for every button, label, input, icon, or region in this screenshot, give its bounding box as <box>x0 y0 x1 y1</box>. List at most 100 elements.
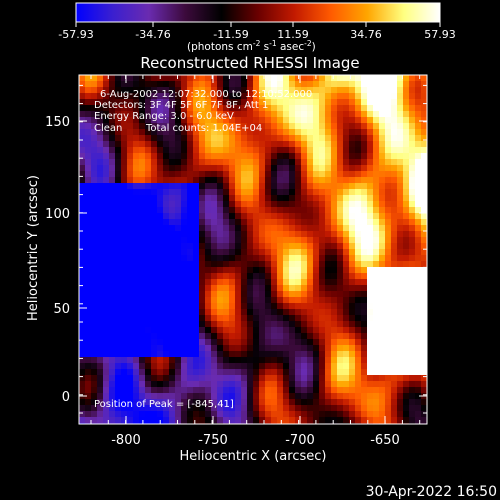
image-pixel <box>169 111 176 118</box>
image-pixel <box>343 189 350 196</box>
image-pixel <box>205 345 212 352</box>
image-pixel <box>313 147 320 154</box>
image-pixel <box>271 87 278 94</box>
image-pixel <box>277 327 284 334</box>
image-pixel <box>385 303 392 310</box>
image-pixel <box>367 285 374 292</box>
image-pixel <box>313 285 320 292</box>
image-pixel <box>217 93 224 100</box>
image-pixel <box>175 243 182 250</box>
image-pixel <box>247 117 254 124</box>
image-pixel <box>223 297 230 304</box>
image-pixel <box>103 411 110 418</box>
image-pixel <box>157 315 164 322</box>
image-pixel <box>271 153 278 160</box>
image-pixel <box>307 99 314 106</box>
image-pixel <box>151 363 158 370</box>
image-pixel <box>115 255 122 262</box>
image-pixel <box>379 153 386 160</box>
image-pixel <box>289 171 296 178</box>
image-pixel <box>97 159 104 166</box>
image-pixel <box>145 123 152 130</box>
image-pixel <box>85 129 92 136</box>
image-pixel <box>139 111 146 118</box>
image-pixel <box>259 165 266 172</box>
image-pixel <box>103 381 110 388</box>
image-pixel <box>109 315 116 322</box>
image-pixel <box>157 393 164 400</box>
image-pixel <box>235 321 242 328</box>
image-pixel <box>91 135 98 142</box>
image-pixel <box>181 387 188 394</box>
image-pixel <box>373 147 380 154</box>
image-pixel <box>139 171 146 178</box>
image-pixel <box>163 255 170 262</box>
image-pixel <box>199 417 206 424</box>
image-pixel <box>109 261 116 268</box>
image-pixel <box>121 309 128 316</box>
image-pixel <box>79 291 86 298</box>
image-pixel <box>367 183 374 190</box>
image-pixel <box>253 327 260 334</box>
image-pixel <box>169 303 176 310</box>
image-pixel <box>247 333 254 340</box>
image-pixel <box>115 381 122 388</box>
image-pixel <box>133 285 140 292</box>
image-pixel <box>421 75 427 82</box>
image-pixel <box>169 291 176 298</box>
image-pixel <box>151 219 158 226</box>
image-pixel <box>367 381 374 388</box>
image-pixel <box>361 387 368 394</box>
image-pixel <box>283 231 290 238</box>
image-pixel <box>349 195 356 202</box>
image-pixel <box>271 99 278 106</box>
image-pixel <box>265 321 272 328</box>
image-pixel <box>391 81 398 88</box>
image-pixel <box>127 123 134 130</box>
image-pixel <box>259 393 266 400</box>
image-pixel <box>163 285 170 292</box>
image-pixel <box>235 399 242 406</box>
image-pixel <box>193 135 200 142</box>
image-pixel <box>193 159 200 166</box>
image-pixel <box>169 75 176 82</box>
image-pixel <box>361 135 368 142</box>
image-pixel <box>379 135 386 142</box>
image-pixel <box>415 213 422 220</box>
image-pixel <box>103 147 110 154</box>
image-pixel <box>355 405 362 412</box>
image-pixel <box>409 255 416 262</box>
image-pixel <box>265 141 272 148</box>
image-pixel <box>289 267 296 274</box>
image-pixel <box>421 129 427 136</box>
image-pixel <box>367 129 374 136</box>
image-pixel <box>235 393 242 400</box>
image-pixel <box>421 159 427 166</box>
image-pixel <box>199 117 206 124</box>
image-pixel <box>187 165 194 172</box>
image-pixel <box>241 411 248 418</box>
image-pixel <box>253 345 260 352</box>
image-pixel <box>289 201 296 208</box>
image-pixel <box>79 183 86 190</box>
image-pixel <box>133 159 140 166</box>
image-pixel <box>391 345 398 352</box>
image-pixel <box>109 243 116 250</box>
image-pixel <box>85 279 92 286</box>
image-pixel <box>283 165 290 172</box>
image-pixel <box>385 279 392 286</box>
image-pixel <box>271 339 278 346</box>
image-pixel <box>325 315 332 322</box>
image-pixel <box>91 267 98 274</box>
image-pixel <box>121 267 128 274</box>
image-pixel <box>385 225 392 232</box>
image-pixel <box>391 375 398 382</box>
image-pixel <box>79 375 86 382</box>
image-pixel <box>205 171 212 178</box>
image-pixel <box>349 363 356 370</box>
image-pixel <box>379 399 386 406</box>
image-pixel <box>79 93 86 100</box>
image-pixel <box>259 105 266 112</box>
image-pixel <box>181 393 188 400</box>
image-pixel <box>247 201 254 208</box>
